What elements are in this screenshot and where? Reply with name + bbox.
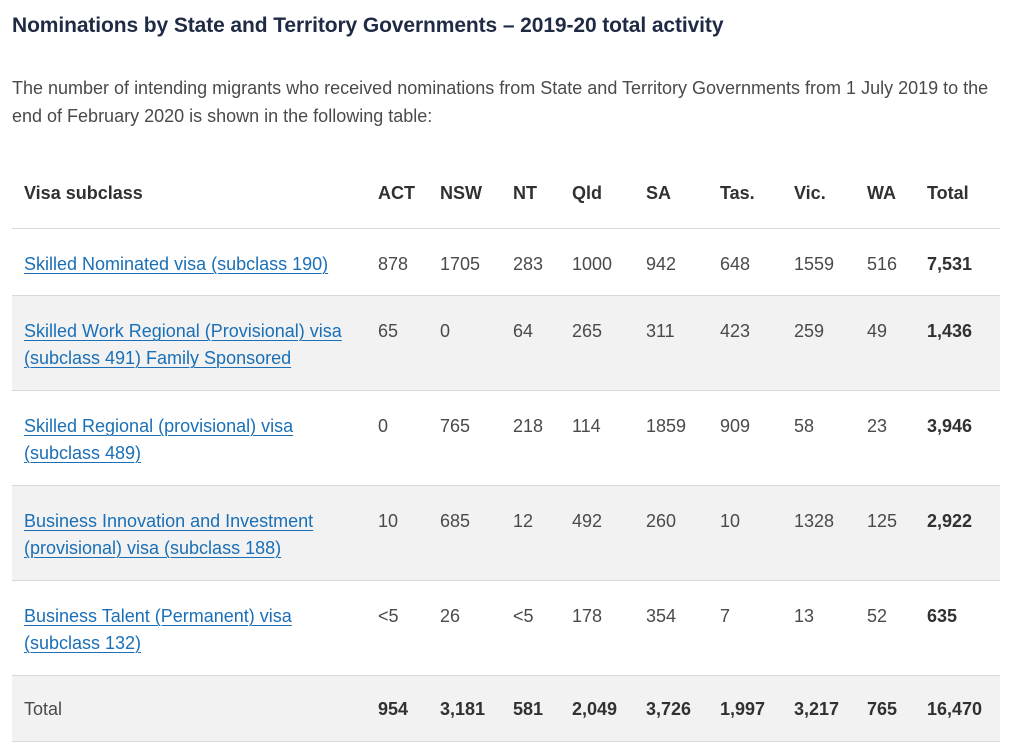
table-row: Business Talent (Permanent) visa (subcla… xyxy=(12,580,1000,676)
value-cell: 354 xyxy=(634,580,708,676)
visa-link-491[interactable]: Skilled Work Regional (Provisional) visa… xyxy=(24,321,342,368)
row-total-cell: 635 xyxy=(915,580,1000,676)
visa-link-132[interactable]: Business Talent (Permanent) visa (subcla… xyxy=(24,606,292,653)
value-cell: 1000 xyxy=(560,228,634,296)
value-cell: 516 xyxy=(855,228,915,296)
visa-cell: Skilled Work Regional (Provisional) visa… xyxy=(12,295,366,391)
value-cell: 259 xyxy=(782,295,855,391)
header-tas: Tas. xyxy=(708,158,782,229)
table-row: Skilled Work Regional (Provisional) visa… xyxy=(12,295,1000,391)
value-cell: 1559 xyxy=(782,228,855,296)
header-nt: NT xyxy=(501,158,560,229)
total-value-cell: 3,726 xyxy=(634,675,708,742)
grand-total-cell: 16,470 xyxy=(915,675,1000,742)
header-vic: Vic. xyxy=(782,158,855,229)
visa-cell: Skilled Nominated visa (subclass 190) xyxy=(12,228,366,296)
value-cell: 492 xyxy=(560,485,634,581)
table-row: Skilled Regional (provisional) visa (sub… xyxy=(12,390,1000,486)
total-value-cell: 581 xyxy=(501,675,560,742)
value-cell: 65 xyxy=(366,295,428,391)
value-cell: 648 xyxy=(708,228,782,296)
value-cell: 423 xyxy=(708,295,782,391)
value-cell: 7 xyxy=(708,580,782,676)
value-cell: 909 xyxy=(708,390,782,486)
header-wa: WA xyxy=(855,158,915,229)
value-cell: 52 xyxy=(855,580,915,676)
value-cell: <5 xyxy=(366,580,428,676)
row-total-cell: 1,436 xyxy=(915,295,1000,391)
visa-cell: Business Talent (Permanent) visa (subcla… xyxy=(12,580,366,676)
row-total-cell: 3,946 xyxy=(915,390,1000,486)
value-cell: 311 xyxy=(634,295,708,391)
value-cell: 765 xyxy=(428,390,501,486)
value-cell: 12 xyxy=(501,485,560,581)
header-qld: Qld xyxy=(560,158,634,229)
header-visa-subclass: Visa subclass xyxy=(12,158,366,229)
value-cell: 125 xyxy=(855,485,915,581)
table-header-row: Visa subclass ACT NSW NT Qld SA Tas. Vic… xyxy=(12,158,1000,229)
header-total: Total xyxy=(915,158,1000,229)
value-cell: 10 xyxy=(708,485,782,581)
total-value-cell: 1,997 xyxy=(708,675,782,742)
value-cell: 178 xyxy=(560,580,634,676)
value-cell: 685 xyxy=(428,485,501,581)
page-heading: Nominations by State and Territory Gover… xyxy=(12,14,724,37)
visa-link-489[interactable]: Skilled Regional (provisional) visa (sub… xyxy=(24,416,294,463)
value-cell: 23 xyxy=(855,390,915,486)
value-cell: 64 xyxy=(501,295,560,391)
value-cell: 1705 xyxy=(428,228,501,296)
value-cell: 260 xyxy=(634,485,708,581)
value-cell: 114 xyxy=(560,390,634,486)
value-cell: 10 xyxy=(366,485,428,581)
value-cell: <5 xyxy=(501,580,560,676)
nominations-table: Visa subclass ACT NSW NT Qld SA Tas. Vic… xyxy=(12,158,1000,742)
visa-cell: Skilled Regional (provisional) visa (sub… xyxy=(12,390,366,486)
header-act: ACT xyxy=(366,158,428,229)
value-cell: 1859 xyxy=(634,390,708,486)
value-cell: 13 xyxy=(782,580,855,676)
value-cell: 1328 xyxy=(782,485,855,581)
table-row: Skilled Nominated visa (subclass 190) 87… xyxy=(12,228,1000,296)
value-cell: 942 xyxy=(634,228,708,296)
value-cell: 0 xyxy=(366,390,428,486)
row-total-cell: 7,531 xyxy=(915,228,1000,296)
total-value-cell: 954 xyxy=(366,675,428,742)
header-nsw: NSW xyxy=(428,158,501,229)
total-value-cell: 3,181 xyxy=(428,675,501,742)
value-cell: 878 xyxy=(366,228,428,296)
intro-paragraph: The number of intending migrants who rec… xyxy=(12,78,989,126)
total-value-cell: 3,217 xyxy=(782,675,855,742)
table-row: Business Innovation and Investment (prov… xyxy=(12,485,1000,581)
row-total-cell: 2,922 xyxy=(915,485,1000,581)
value-cell: 49 xyxy=(855,295,915,391)
visa-link-188[interactable]: Business Innovation and Investment (prov… xyxy=(24,511,314,558)
header-sa: SA xyxy=(634,158,708,229)
total-value-cell: 2,049 xyxy=(560,675,634,742)
value-cell: 218 xyxy=(501,390,560,486)
value-cell: 265 xyxy=(560,295,634,391)
value-cell: 58 xyxy=(782,390,855,486)
value-cell: 26 xyxy=(428,580,501,676)
value-cell: 0 xyxy=(428,295,501,391)
total-label: Total xyxy=(12,675,366,742)
total-value-cell: 765 xyxy=(855,675,915,742)
value-cell: 283 xyxy=(501,228,560,296)
visa-cell: Business Innovation and Investment (prov… xyxy=(12,485,366,581)
visa-link-190[interactable]: Skilled Nominated visa (subclass 190) xyxy=(24,254,329,274)
total-row: Total 954 3,181 581 2,049 3,726 1,997 3,… xyxy=(12,675,1000,742)
